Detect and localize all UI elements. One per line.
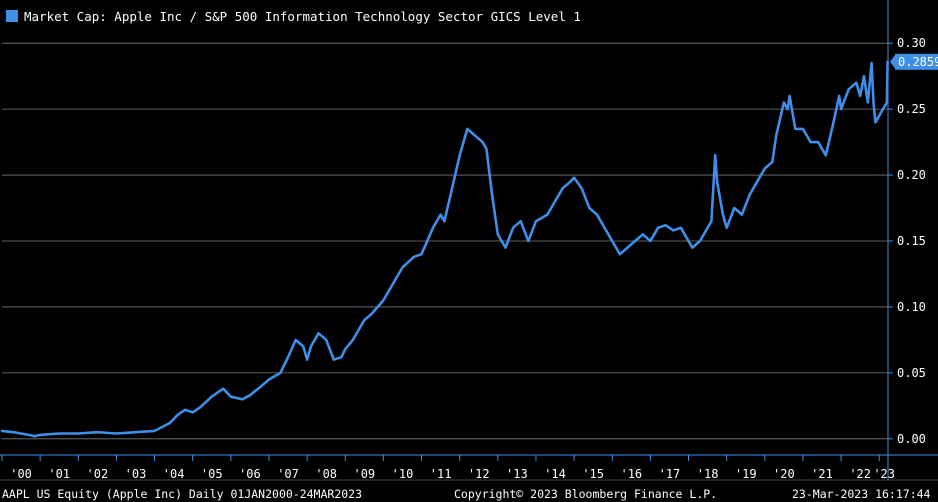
last-value-box [895,53,938,70]
gridlines [2,42,888,440]
footer-copyright: Copyright© 2023 Bloomberg Finance L.P. [454,487,718,501]
y-tick-label: 0.25 [897,102,926,116]
x-tick-label: '20 [773,467,795,481]
x-tick-label: '14 [544,467,566,481]
y-tick-label: 0.30 [897,36,926,50]
x-tick-label: '00 [10,467,32,481]
x-tick-label: '09 [353,467,375,481]
legend-label: Market Cap: Apple Inc / S&P 500 Informat… [24,8,581,24]
x-tick-label: '11 [430,467,452,481]
y-tick-label: 0.15 [897,234,926,248]
y-tick-label: 0.20 [897,168,926,182]
y-tick-label: 0.00 [897,432,926,446]
y-tick-label: 0.10 [897,300,926,314]
x-tick-label: '17 [659,467,681,481]
x-tick-label: '21 [811,467,833,481]
x-tick-label: '15 [582,467,604,481]
x-tick-label: '22 [849,467,871,481]
x-tick-label: '19 [735,467,757,481]
x-tick-label: '12 [468,467,490,481]
x-tick-label: '01 [48,467,70,481]
footer-timestamp: 23-Mar-2023 16:17:44 [792,487,931,501]
x-tick-label: '08 [315,467,337,481]
x-tick-label: '10 [392,467,414,481]
legend: Market Cap: Apple Inc / S&P 500 Informat… [4,5,587,27]
x-tick-label: '06 [239,467,261,481]
legend-swatch-icon [6,10,18,22]
x-tick-label: '03 [125,467,147,481]
x-tick-label: '05 [201,467,223,481]
last-value-label: 0.2859 [898,55,938,69]
series-lines [0,60,889,438]
x-tick-label: '13 [506,467,528,481]
x-axis: '00 '01 '02 '03 '04 '05 '06 '07 '08 '09 '10 '11 '12 '… [0,454,938,481]
last-value-marker: 0.2859 [890,53,938,70]
x-tick-label: '18 [697,467,719,481]
x-tick-label: '23 [873,467,895,481]
footer-security-info: AAPL US Equity (Apple Inc) Daily 01JAN20… [2,487,363,501]
x-tick-label: '16 [620,467,642,481]
last-value-pointer [890,53,896,70]
x-tick-label: '07 [277,467,299,481]
series-line [0,60,889,438]
x-tick-label: '04 [163,467,185,481]
x-tick-label: '02 [87,467,109,481]
y-tick-label: 0.05 [897,366,926,380]
